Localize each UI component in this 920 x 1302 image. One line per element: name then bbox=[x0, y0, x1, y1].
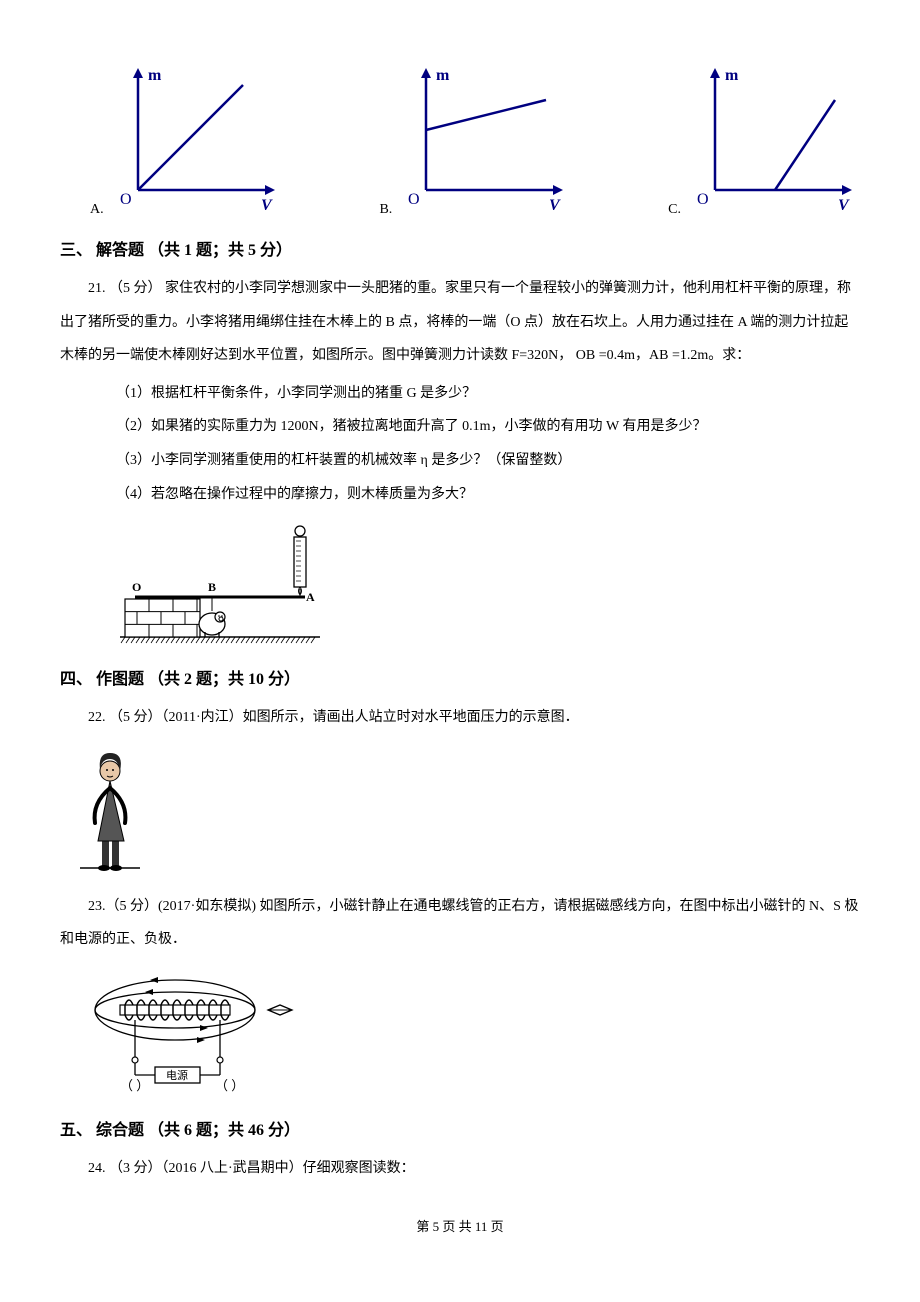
lever-figure-wrap: OBA bbox=[120, 519, 860, 649]
svg-text:O: O bbox=[132, 580, 141, 594]
svg-text:O: O bbox=[408, 191, 420, 208]
lever-figure: OBA bbox=[120, 519, 320, 644]
svg-text:（ ）: （ ） bbox=[215, 1078, 244, 1093]
svg-text:（ ）: （ ） bbox=[120, 1078, 149, 1093]
chart-label-A: A. bbox=[90, 202, 104, 218]
svg-text:A: A bbox=[306, 590, 315, 604]
svg-text:m: m bbox=[725, 67, 739, 84]
chart-A: m V O bbox=[108, 60, 283, 220]
person-figure bbox=[80, 743, 140, 873]
section5-heading: 五、 综合题 （共 6 题；共 46 分） bbox=[60, 1116, 860, 1140]
solenoid-figure-wrap: 电源 （ ） （ ） bbox=[90, 965, 860, 1100]
section3-heading: 三、 解答题 （共 1 题；共 5 分） bbox=[60, 236, 860, 260]
chart-cell-A: A. m V O bbox=[90, 60, 283, 220]
svg-text:O: O bbox=[120, 191, 132, 208]
chart-cell-C: C. m V O bbox=[668, 60, 860, 220]
q23: 23.（5 分）(2017·如东模拟) 如图所示，小磁针静止在通电螺线管的正右方… bbox=[60, 890, 860, 957]
page-footer: 第 5 页 共 11 页 bbox=[60, 1216, 860, 1235]
solenoid-figure: 电源 （ ） （ ） bbox=[90, 965, 310, 1095]
svg-text:V: V bbox=[261, 197, 273, 214]
chart-C: m V O bbox=[685, 60, 860, 220]
q21-main: 21. （5 分） 家住农村的小李同学想测家中一头肥猪的重。家里只有一个量程较小… bbox=[60, 272, 860, 373]
chart-cell-B: B. m V O bbox=[379, 60, 571, 220]
q21-sub2: （2）如果猪的实际重力为 1200N，猪被拉离地面升高了 0.1m，小李做的有用… bbox=[60, 410, 860, 444]
q21-sub4: （4）若忽略在操作过程中的摩擦力，则木棒质量为多大？ bbox=[60, 478, 860, 512]
svg-text:V: V bbox=[549, 197, 561, 214]
chart-row: A. m V O B. m V O C. m V O bbox=[60, 60, 860, 220]
chart-B: m V O bbox=[396, 60, 571, 220]
svg-text:m: m bbox=[436, 67, 450, 84]
q24: 24. （3 分）（2016 八上·武昌期中）仔细观察图读数： bbox=[60, 1152, 860, 1186]
svg-text:V: V bbox=[838, 197, 850, 214]
chart-label-B: B. bbox=[379, 202, 392, 218]
svg-text:B: B bbox=[208, 580, 216, 594]
section4-heading: 四、 作图题 （共 2 题；共 10 分） bbox=[60, 665, 860, 689]
q22: 22. （5 分）（2011·内江）如图所示，请画出人站立时对水平地面压力的示意… bbox=[60, 701, 860, 735]
svg-text:O: O bbox=[697, 191, 709, 208]
svg-text:电源: 电源 bbox=[166, 1068, 188, 1082]
chart-label-C: C. bbox=[668, 202, 681, 218]
svg-text:m: m bbox=[148, 67, 162, 84]
person-figure-wrap bbox=[80, 743, 860, 878]
q21-sub1: （1）根据杠杆平衡条件，小李同学测出的猪重 G 是多少？ bbox=[60, 377, 860, 411]
q21-sub3: （3）小李同学测猪重使用的杠杆装置的机械效率 η 是多少？（保留整数） bbox=[60, 444, 860, 478]
